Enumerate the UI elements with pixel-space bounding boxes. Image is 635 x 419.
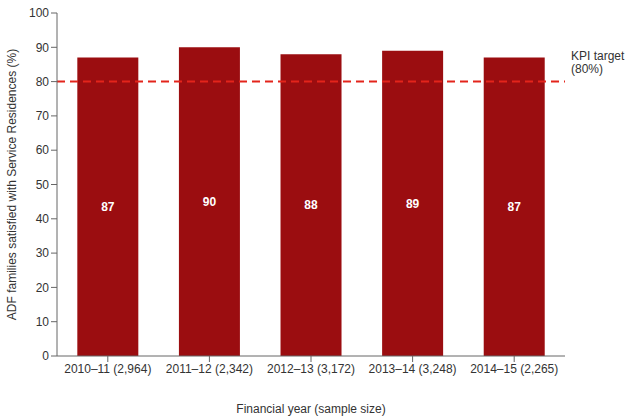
- svg-text:50: 50: [36, 178, 50, 192]
- svg-text:2010–11 (2,964): 2010–11 (2,964): [64, 362, 151, 376]
- svg-text:90: 90: [203, 195, 217, 209]
- svg-text:87: 87: [508, 200, 522, 214]
- svg-text:70: 70: [36, 109, 50, 123]
- svg-text:87: 87: [101, 200, 115, 214]
- svg-text:60: 60: [36, 143, 50, 157]
- svg-text:0: 0: [42, 349, 49, 363]
- svg-text:Financial year (sample size): Financial year (sample size): [236, 402, 385, 416]
- svg-text:KPI target(80%): KPI target(80%): [571, 49, 625, 76]
- svg-text:30: 30: [36, 246, 50, 260]
- svg-text:ADF families satisfied with Se: ADF families satisfied with Service Resi…: [5, 49, 19, 320]
- svg-text:2011–12 (2,342): 2011–12 (2,342): [166, 362, 253, 376]
- svg-text:89: 89: [406, 197, 420, 211]
- svg-text:40: 40: [36, 212, 50, 226]
- svg-text:80: 80: [36, 75, 50, 89]
- svg-text:88: 88: [304, 198, 318, 212]
- svg-text:2014–15 (2,265): 2014–15 (2,265): [470, 362, 558, 376]
- svg-text:2013–14 (3,248): 2013–14 (3,248): [369, 362, 457, 376]
- svg-text:2012–13 (3,172): 2012–13 (3,172): [267, 362, 355, 376]
- svg-text:10: 10: [36, 315, 50, 329]
- svg-text:100: 100: [29, 6, 49, 20]
- svg-text:20: 20: [36, 281, 50, 295]
- svg-text:90: 90: [36, 41, 50, 55]
